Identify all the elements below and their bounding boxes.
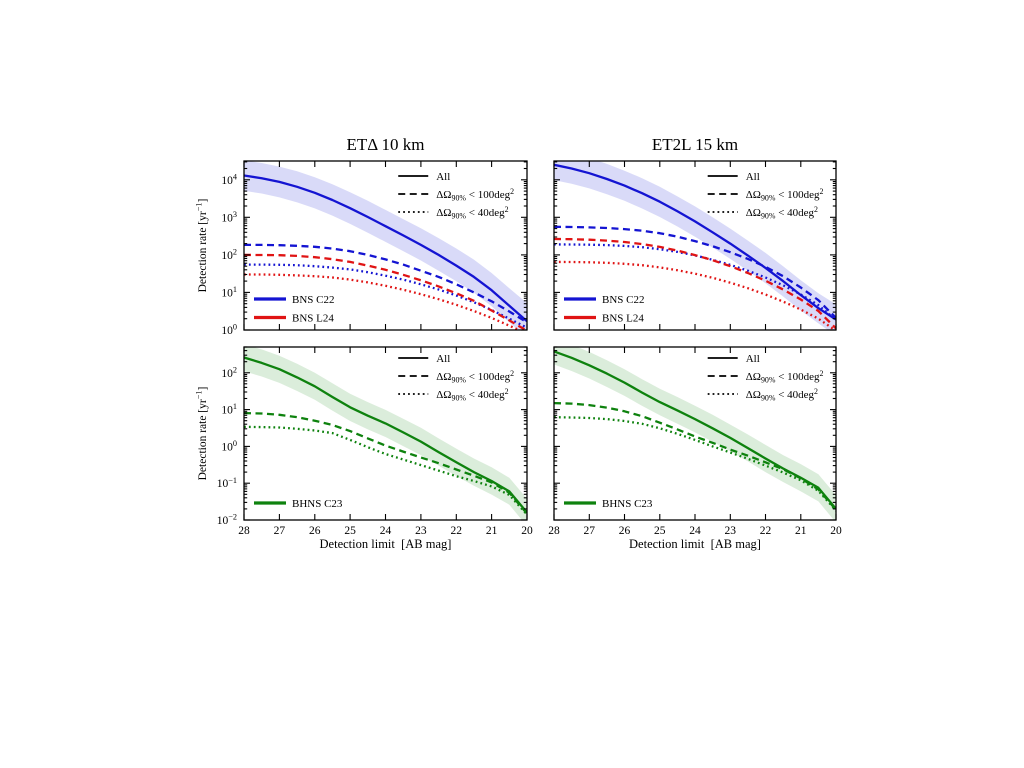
confidence-band	[554, 161, 836, 330]
series-line-dotted	[554, 416, 836, 512]
series-line-dashed	[244, 411, 527, 515]
series-legend: BHNS C23	[564, 498, 653, 510]
x-tick-label: 23	[415, 525, 427, 537]
x-tick-label: 20	[830, 525, 842, 537]
plot-area	[554, 161, 836, 330]
y-tick-label: 104	[221, 172, 237, 186]
y-tick-label: 101	[221, 402, 237, 416]
legend-label: ΔΩ90% < 40deg2	[746, 387, 818, 403]
panel-title: ET2L 15 km	[652, 135, 738, 154]
series-line-dotted	[554, 260, 836, 330]
panel-et-triangle-bns: 100 101 102 103 104 Detection rate [yr−1] ETΔ …	[195, 135, 528, 337]
x-tick-label: 25	[654, 525, 666, 537]
confidence-band	[244, 161, 527, 330]
axis-ticks	[553, 161, 837, 331]
series-line-dotted	[554, 243, 836, 321]
series-line-dashed	[244, 243, 527, 324]
x-tick-label: 21	[795, 525, 807, 537]
x-tick-label: 27	[274, 525, 286, 537]
x-tick-label: 22	[451, 525, 463, 537]
x-axis-label: Detection limit [AB mag]	[320, 537, 452, 551]
series-legend-label: BHNS C23	[292, 498, 343, 510]
x-tick-label: 26	[309, 525, 321, 537]
confidence-band	[244, 347, 527, 520]
series-legend-label: BNS L24	[292, 313, 334, 325]
axis-ticks	[243, 161, 528, 331]
style-legend: All ΔΩ90% < 100deg2 ΔΩ90% < 40deg2	[398, 353, 514, 403]
style-legend: All ΔΩ90% < 100deg2 ΔΩ90% < 40deg2	[707, 171, 824, 221]
panel-et-2l-bhns: 28 27 26 25 24 23 22 21 20 Detection limit [AB ma…	[548, 346, 842, 551]
x-tick-label: 22	[760, 525, 772, 537]
x-tick-label: 25	[344, 525, 356, 537]
legend-label: All	[436, 171, 450, 183]
axis-ticks	[243, 346, 528, 521]
legend-label: ΔΩ90% < 40deg2	[746, 205, 818, 221]
series-legend-label: BNS C22	[602, 294, 645, 306]
legend-label: ΔΩ90% < 100deg2	[436, 187, 514, 203]
legend-label: All	[436, 353, 450, 365]
x-tick-label: 24	[380, 525, 392, 537]
y-tick-label: 101	[221, 285, 237, 299]
series-line-solid	[244, 174, 527, 323]
series-line-dashed	[554, 237, 836, 330]
x-tick-label: 26	[619, 525, 631, 537]
x-tick-label: 28	[238, 525, 250, 537]
y-axis-label: Detection rate [yr−1]	[195, 387, 209, 481]
style-legend: All ΔΩ90% < 100deg2 ΔΩ90% < 40deg2	[398, 171, 514, 221]
axis-ticks	[553, 346, 837, 521]
series-legend-label: BHNS C23	[602, 498, 653, 510]
x-tick-label: 21	[486, 525, 498, 537]
legend-label: All	[746, 171, 760, 183]
legend-label: ΔΩ90% < 40deg2	[436, 205, 508, 221]
x-tick-label: 23	[725, 525, 737, 537]
series-legend-label: BNS L24	[602, 313, 644, 325]
series-line-dashed	[554, 401, 836, 511]
y-tick-label: 102	[221, 365, 237, 379]
plot-area	[554, 347, 836, 520]
x-axis-label: Detection limit [AB mag]	[629, 537, 761, 551]
x-tick-label: 28	[548, 525, 560, 537]
style-legend: All ΔΩ90% < 100deg2 ΔΩ90% < 40deg2	[707, 353, 824, 403]
plot-area	[244, 161, 527, 330]
x-tick-label: 27	[584, 525, 596, 537]
y-tick-label: 10−2	[217, 513, 237, 527]
legend-label: All	[746, 353, 760, 365]
series-line-dashed	[244, 253, 527, 330]
y-axis-label: Detection rate [yr−1]	[195, 199, 209, 293]
x-tick-label: 20	[521, 525, 533, 537]
series-legend: BNS C22 BNS L24	[564, 294, 645, 325]
y-tick-label: 100	[221, 323, 237, 337]
series-line-dashed	[554, 225, 836, 319]
y-tick-label: 10−1	[217, 476, 237, 490]
confidence-band	[554, 347, 836, 520]
panel-title: ETΔ 10 km	[347, 135, 425, 154]
series-line-dotted	[244, 273, 522, 330]
y-tick-label: 102	[221, 248, 237, 262]
series-legend: BNS C22 BNS L24	[254, 294, 335, 325]
legend-label: ΔΩ90% < 40deg2	[436, 387, 508, 403]
legend-label: ΔΩ90% < 100deg2	[436, 369, 514, 385]
legend-label: ΔΩ90% < 100deg2	[746, 187, 824, 203]
series-legend: BHNS C23	[254, 498, 343, 510]
x-tick-label: 24	[689, 525, 701, 537]
y-tick-label: 100	[221, 439, 237, 453]
panel-et-2l-bns: ET2L 15 km All ΔΩ90% < 100deg2 ΔΩ90% < 40de…	[553, 135, 837, 331]
panel-et-triangle-bhns: 28 27 26 25 24 23 22 21 20 10−2 10−1 100 101 102 Detec…	[195, 346, 533, 551]
series-line-solid	[554, 163, 836, 321]
legend-label: ΔΩ90% < 100deg2	[746, 369, 824, 385]
y-tick-label: 103	[221, 210, 237, 224]
series-line-solid	[244, 356, 527, 514]
plot-area	[244, 347, 527, 520]
series-legend-label: BNS C22	[292, 294, 335, 306]
